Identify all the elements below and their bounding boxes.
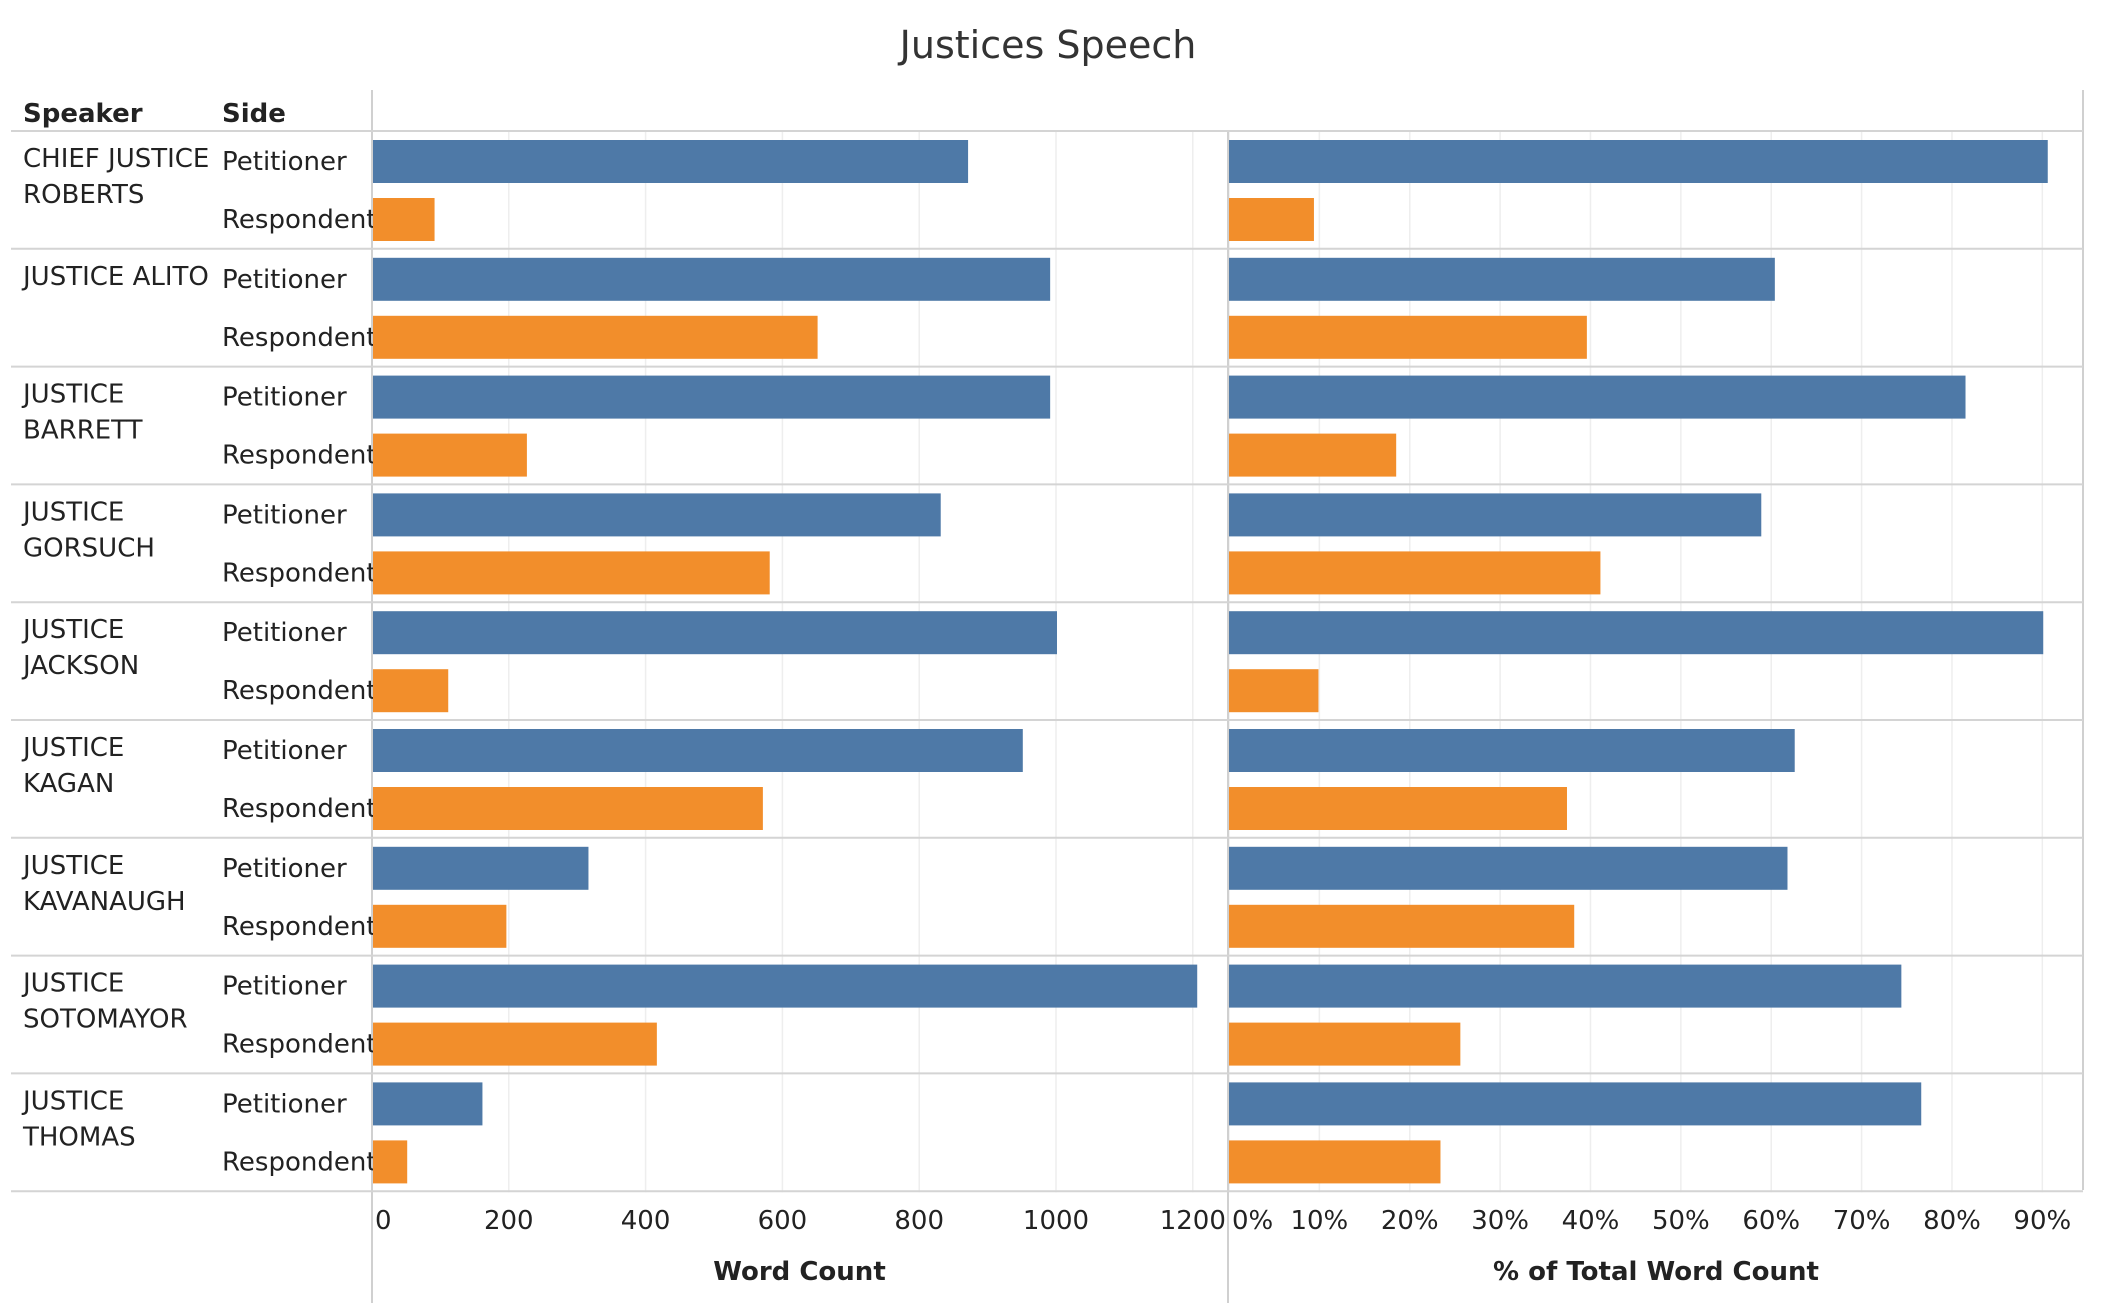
pct-bar-petitioner	[1229, 611, 2044, 655]
pct-axis-title: % of Total Word Count	[1493, 1257, 1819, 1287]
pct-bar-respondent	[1229, 669, 1319, 713]
side-label-petitioner: Petitioner	[222, 500, 347, 530]
pct-bar-respondent	[1229, 904, 1575, 948]
speaker-label: ROBERTS	[23, 180, 144, 210]
pct-tick-label: 70%	[1833, 1206, 1891, 1236]
side-label-respondent: Respondent	[222, 441, 377, 471]
pct-bar-petitioner	[1229, 964, 1902, 1008]
speaker-label: THOMAS	[22, 1122, 136, 1152]
speaker-label: CHIEF JUSTICE	[23, 144, 209, 174]
word-count-tick-label: 800	[894, 1206, 944, 1236]
pct-tick-label: 30%	[1471, 1206, 1529, 1236]
pct-tick-label: 50%	[1652, 1206, 1710, 1236]
word-count-bar-respondent	[373, 198, 435, 241]
speaker-label: JACKSON	[21, 651, 139, 681]
speaker-label: JUSTICE	[21, 851, 124, 881]
word-count-bar-petitioner	[373, 375, 1051, 419]
speaker-label: SOTOMAYOR	[23, 1005, 188, 1035]
side-column-header: Side	[222, 99, 286, 129]
speaker-label: GORSUCH	[23, 533, 155, 563]
side-label-petitioner: Petitioner	[222, 147, 347, 177]
pct-tick-label: 10%	[1290, 1206, 1348, 1236]
pct-bar-petitioner	[1229, 493, 1762, 537]
side-label-petitioner: Petitioner	[222, 972, 347, 1002]
word-count-bar-respondent	[373, 551, 770, 595]
speaker-label: JUSTICE	[21, 615, 124, 645]
side-label-petitioner: Petitioner	[222, 265, 347, 295]
word-count-bar-petitioner	[373, 257, 1051, 301]
side-label-respondent: Respondent	[222, 558, 377, 588]
word-count-tick-label: 200	[484, 1206, 534, 1236]
speaker-label: KAVANAUGH	[23, 887, 186, 917]
side-label-petitioner: Petitioner	[222, 1089, 347, 1119]
side-label-respondent: Respondent	[222, 676, 377, 706]
word-count-tick-label: 400	[621, 1206, 671, 1236]
speaker-label: BARRETT	[23, 416, 143, 446]
word-count-bar-petitioner	[373, 1082, 483, 1126]
pct-bar-petitioner	[1229, 257, 1775, 301]
pct-bar-petitioner	[1229, 1082, 1922, 1126]
side-label-respondent: Respondent	[222, 794, 377, 824]
pct-bar-respondent	[1229, 1022, 1461, 1066]
word-count-tick-label: 0	[375, 1206, 392, 1236]
side-label-respondent: Respondent	[222, 1030, 377, 1060]
side-label-petitioner: Petitioner	[222, 736, 347, 766]
speaker-label: JUSTICE ALITO	[21, 262, 209, 292]
pct-bar-respondent	[1229, 1140, 1441, 1184]
side-label-respondent: Respondent	[222, 912, 377, 942]
pct-tick-label: 90%	[2013, 1206, 2071, 1236]
pct-tick-label: 0%	[1232, 1206, 1273, 1236]
pct-bar-respondent	[1229, 198, 1314, 241]
pct-bar-petitioner	[1229, 375, 1966, 419]
speaker-label: JUSTICE	[21, 1086, 124, 1116]
word-count-bar-respondent	[373, 904, 507, 948]
word-count-bar-respondent	[373, 1140, 408, 1184]
speaker-label: JUSTICE	[21, 380, 124, 410]
pct-bar-respondent	[1229, 787, 1567, 830]
pct-bar-petitioner	[1229, 729, 1795, 772]
speaker-label: JUSTICE	[21, 733, 124, 763]
speaker-column-header: Speaker	[23, 99, 143, 129]
side-label-respondent: Respondent	[222, 323, 377, 353]
word-count-bar-petitioner	[373, 846, 589, 890]
speaker-label: JUSTICE	[21, 497, 124, 527]
word-count-bar-respondent	[373, 669, 449, 713]
pct-bar-respondent	[1229, 551, 1601, 595]
side-label-respondent: Respondent	[222, 205, 377, 235]
pct-tick-label: 80%	[1923, 1206, 1981, 1236]
pct-tick-label: 40%	[1562, 1206, 1620, 1236]
word-count-bar-petitioner	[373, 611, 1057, 655]
word-count-bar-respondent	[373, 1022, 657, 1066]
pct-bar-respondent	[1229, 433, 1397, 477]
pct-bar-petitioner	[1229, 846, 1788, 890]
word-count-tick-label: 1000	[1023, 1206, 1089, 1236]
word-count-tick-label: 600	[758, 1206, 808, 1236]
speaker-label: JUSTICE	[21, 969, 124, 999]
side-label-petitioner: Petitioner	[222, 383, 347, 413]
pct-tick-label: 20%	[1381, 1206, 1439, 1236]
pct-bar-petitioner	[1229, 140, 2048, 183]
speaker-label: KAGAN	[23, 769, 114, 799]
word-count-bar-petitioner	[373, 964, 1198, 1008]
word-count-tick-label: 1200	[1160, 1206, 1226, 1236]
word-count-bar-petitioner	[373, 140, 969, 183]
chart-title: Justices Speech	[898, 23, 1197, 67]
word-count-bar-respondent	[373, 433, 527, 477]
word-count-bar-petitioner	[373, 493, 941, 537]
word-count-bar-petitioner	[373, 729, 1023, 772]
word-count-bar-respondent	[373, 787, 763, 830]
pct-tick-label: 60%	[1742, 1206, 1800, 1236]
word-count-bar-respondent	[373, 315, 818, 359]
side-label-petitioner: Petitioner	[222, 854, 347, 884]
side-label-petitioner: Petitioner	[222, 618, 347, 648]
pct-bar-respondent	[1229, 315, 1587, 359]
side-label-respondent: Respondent	[222, 1147, 377, 1177]
word-count-axis-title: Word Count	[713, 1257, 886, 1287]
